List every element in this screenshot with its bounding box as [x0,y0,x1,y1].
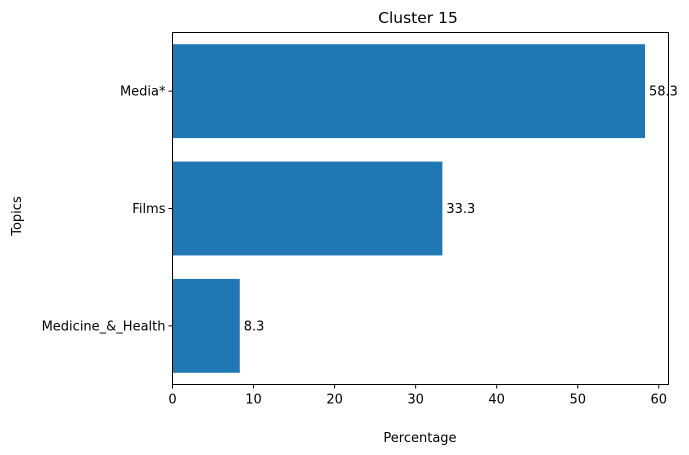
x-axis-label: Percentage [383,431,456,446]
bar [172,278,240,373]
x-tick-label: 60 [651,393,668,408]
bar [172,44,645,139]
x-tick-label: 30 [407,393,424,408]
x-tick-label: 0 [168,393,176,408]
x-tick-label: 10 [245,393,262,408]
data-label: 33.3 [446,202,475,217]
data-label: 58.3 [649,85,678,100]
bar [172,161,443,256]
bars-group [172,44,645,373]
y-tick-label: Media* [120,85,166,100]
y-axis-ticks: Medicine_&_Health Films Media* [42,85,173,334]
y-tick-label: Films [132,202,165,217]
x-axis-ticks: 0 10 20 30 40 50 60 [168,384,668,408]
data-labels-group: 8.3 33.3 58.3 [244,85,678,335]
x-tick-label: 40 [488,393,505,408]
y-tick-label: Medicine_&_Health [42,319,166,334]
y-axis-label: Topics [10,196,25,237]
chart-title: Cluster 15 [378,9,458,27]
plot-frame [172,32,669,385]
x-tick-label: 20 [326,393,343,408]
data-label: 8.3 [244,319,265,334]
x-tick-label: 50 [569,393,586,408]
